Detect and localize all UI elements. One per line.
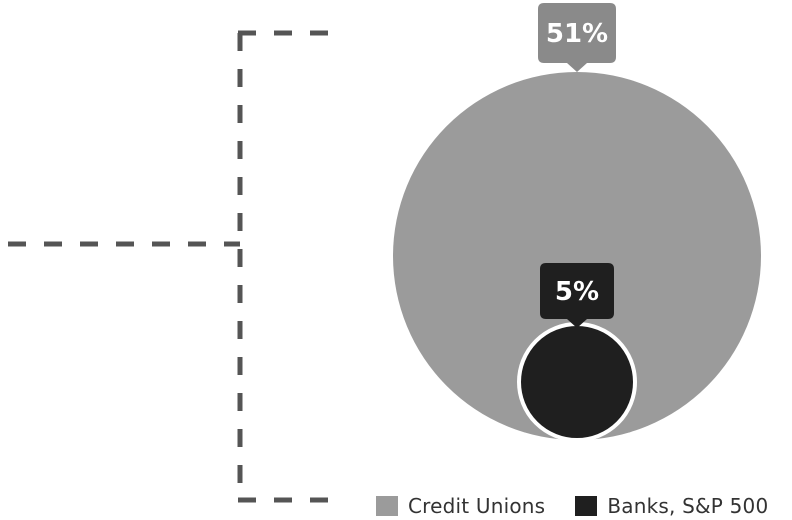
callout-credit-unions: 51%	[538, 3, 616, 72]
bubble-banks	[517, 322, 637, 442]
data-label-banks: 5%	[555, 277, 599, 307]
legend: Credit Unions Banks, S&P 500	[376, 494, 768, 518]
data-label-credit-unions: 51%	[546, 19, 608, 49]
legend-label-banks: Banks, S&P 500	[607, 494, 769, 518]
dashed-frame	[8, 30, 338, 503]
legend-item-banks: Banks, S&P 500	[575, 494, 768, 518]
bubble-credit-unions	[393, 72, 761, 440]
legend-label-credit-unions: Credit Unions	[408, 494, 546, 518]
callout-banks: 5%	[540, 263, 614, 328]
legend-swatch-credit-unions	[376, 496, 398, 516]
callout-banks-box	[540, 263, 614, 328]
legend-item-credit-unions: Credit Unions	[376, 494, 545, 518]
callout-credit-unions-box	[538, 3, 616, 72]
legend-swatch-banks	[575, 496, 598, 516]
